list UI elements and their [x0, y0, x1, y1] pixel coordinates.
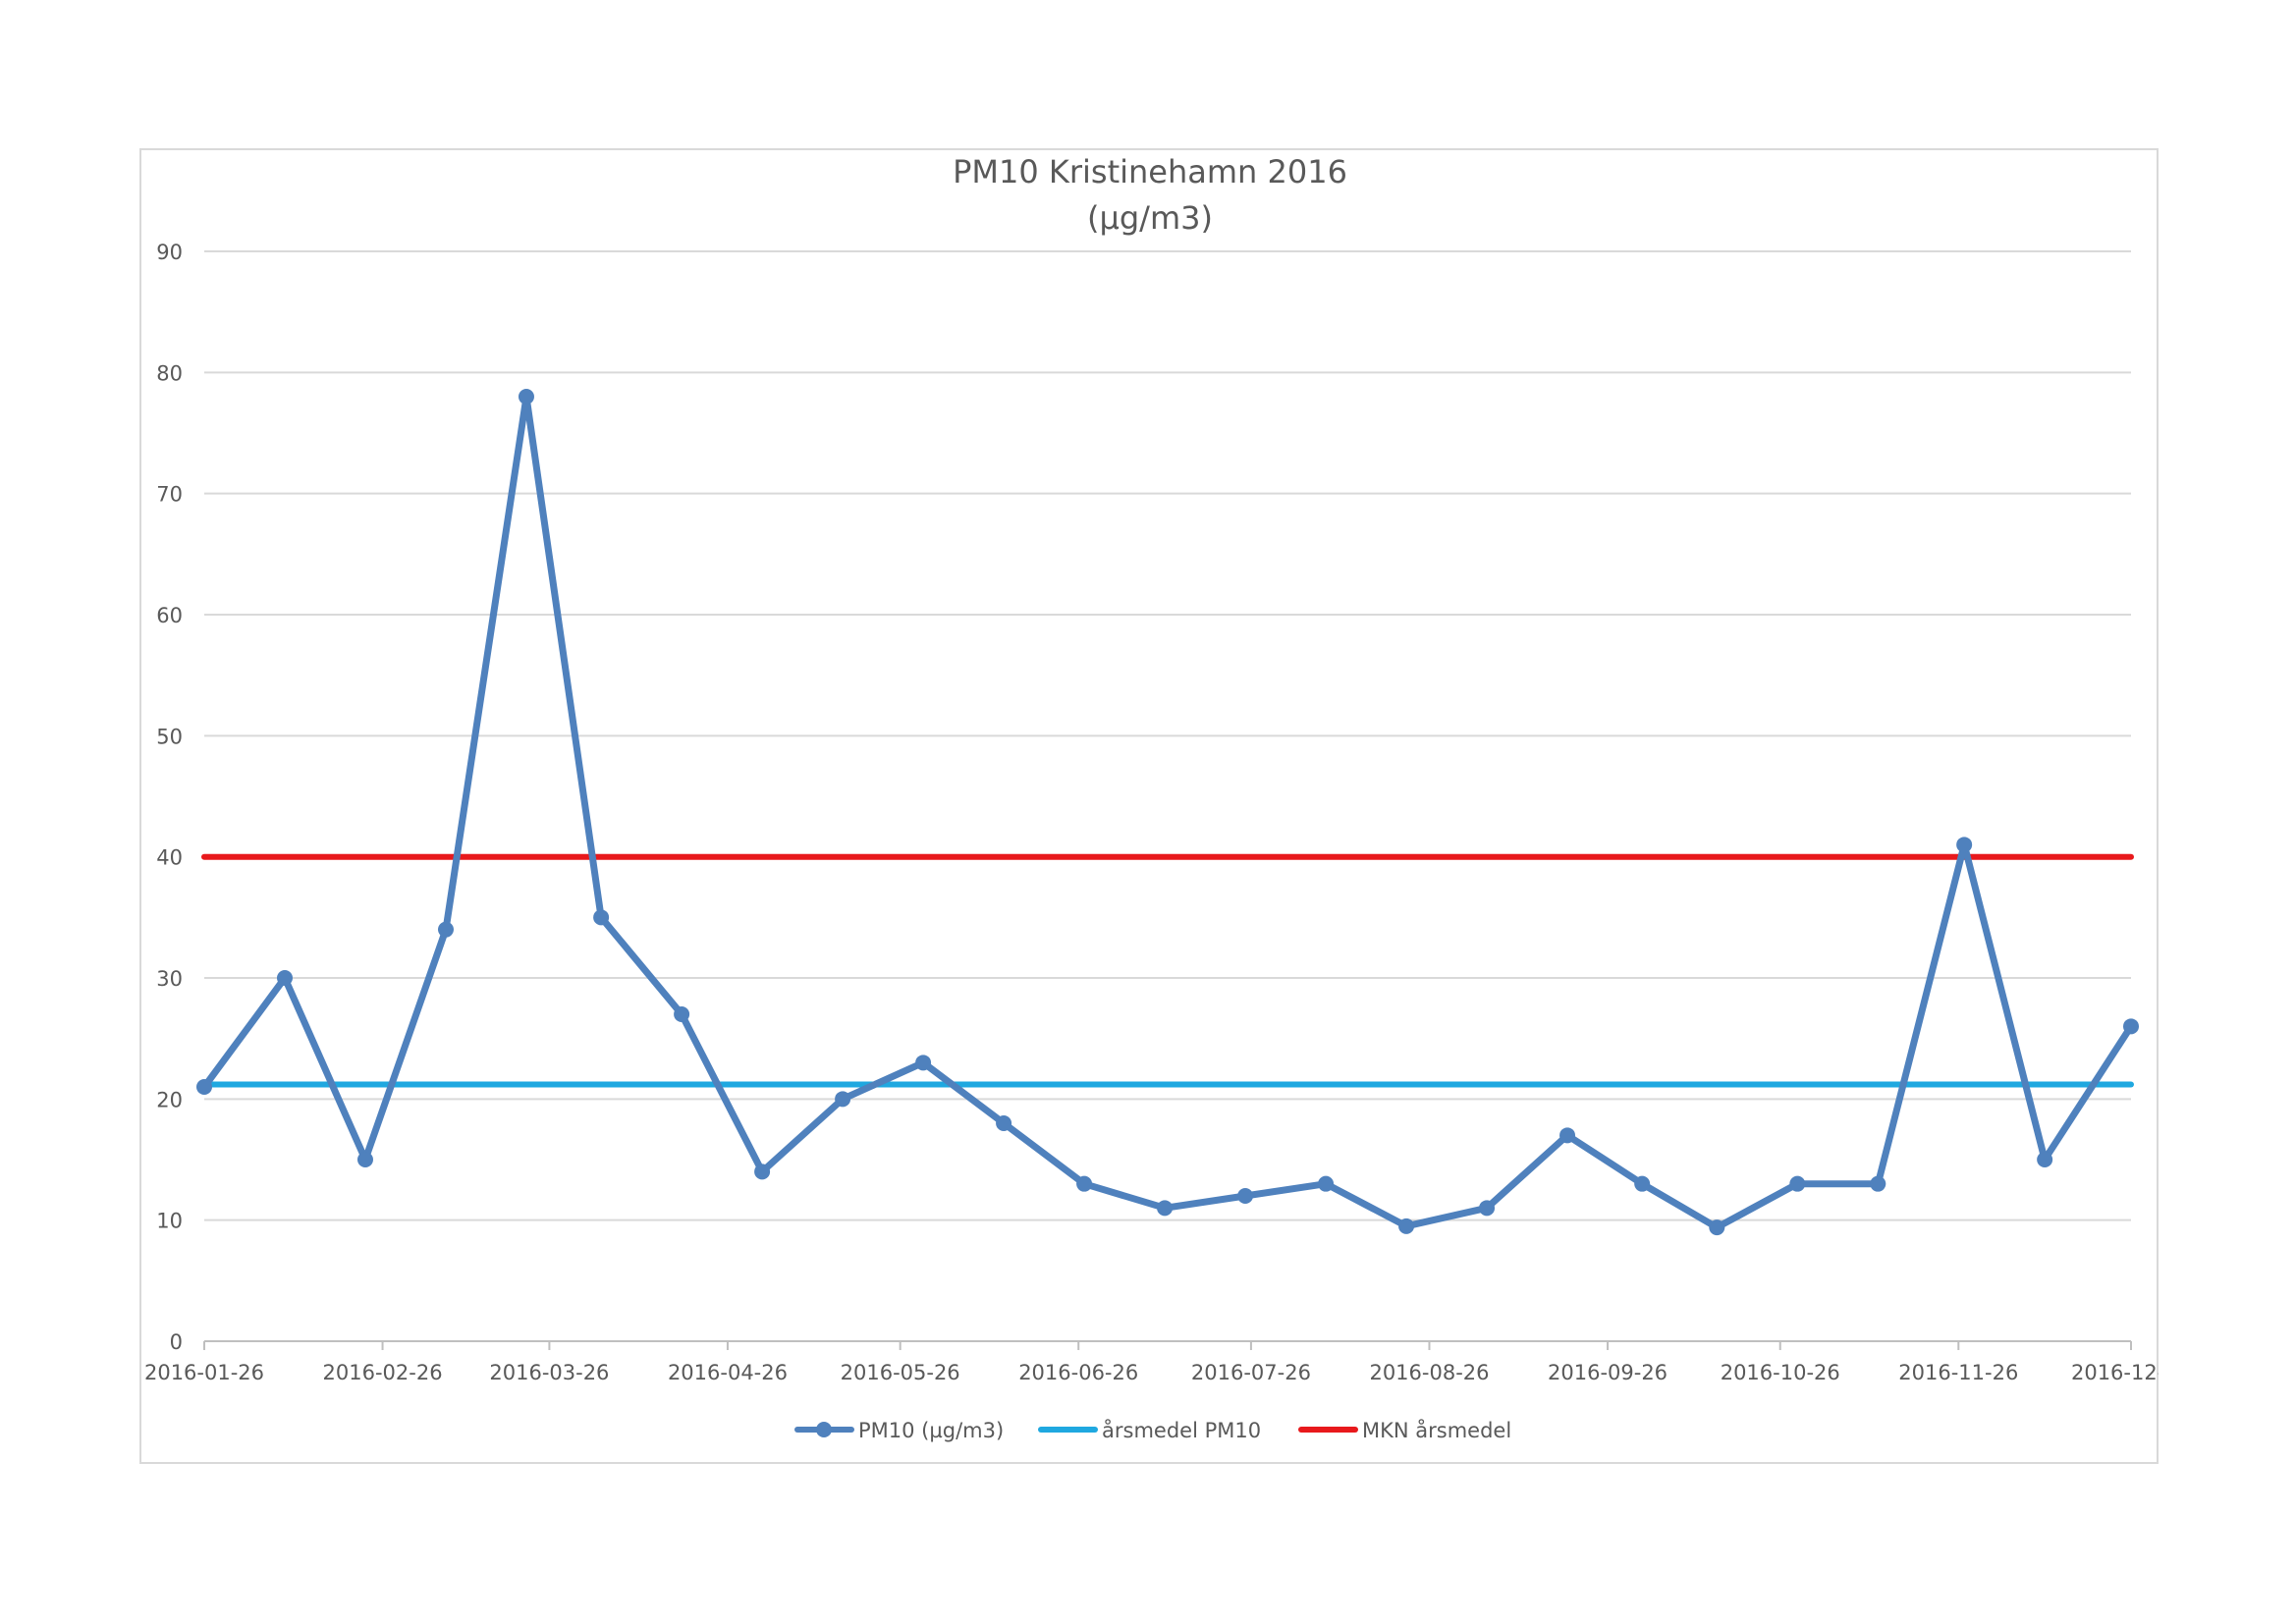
legend-label: MKN årsmedel	[1362, 1418, 1511, 1442]
data-point	[1956, 837, 1973, 853]
data-point	[2123, 1018, 2139, 1035]
y-tick-label: 0	[170, 1330, 183, 1354]
y-tick-label: 20	[156, 1088, 183, 1111]
data-point	[1398, 1218, 1415, 1234]
data-point	[593, 909, 610, 926]
x-axis: 2016-01-26 2016-02-26 2016-03-26 2016-04-26…	[144, 1340, 2191, 1384]
legend-label: årsmedel PM10	[1102, 1418, 1261, 1442]
x-tick-label: 2016-09-26	[1548, 1361, 1667, 1384]
x-tick-label: 2016-11-26	[1898, 1361, 2018, 1384]
data-point	[1559, 1127, 1576, 1144]
y-tick-label: 80	[156, 361, 183, 385]
data-point	[1870, 1175, 1886, 1192]
legend-entry: PM10 (µg/m3)	[794, 1419, 1004, 1442]
x-tick-label: 2016-07-26	[1191, 1361, 1311, 1384]
x-tick-label: 2016-03-26	[489, 1361, 609, 1384]
series-line	[200, 393, 2135, 1231]
data-point	[1157, 1200, 1174, 1217]
y-tick-label: 70	[156, 483, 183, 507]
data-point	[674, 1006, 690, 1022]
y-axis-ticks: 0 10 20 30 40 50 60 70 80 90	[156, 241, 183, 1354]
data-point	[754, 1164, 771, 1180]
gridlines	[204, 250, 2131, 1221]
y-tick-label: 10	[156, 1210, 183, 1233]
y-tick-label: 50	[156, 725, 183, 748]
legend-label: PM10 (µg/m3)	[858, 1419, 1004, 1442]
legend-entry: årsmedel PM10	[1038, 1418, 1261, 1442]
data-point	[1318, 1175, 1335, 1192]
legend-marker	[816, 1422, 832, 1437]
data-point	[1709, 1219, 1725, 1236]
legend-entry: MKN årsmedel	[1298, 1418, 1511, 1442]
series-layer	[196, 389, 2139, 1236]
y-tick-label: 30	[156, 967, 183, 991]
data-point	[1479, 1200, 1496, 1217]
y-tick-label: 40	[156, 846, 183, 870]
x-tick-label: 2016-10-26	[1721, 1361, 1840, 1384]
x-tick-label: 2016-12-26	[2071, 1361, 2191, 1384]
x-tick-label: 2016-05-26	[841, 1361, 960, 1384]
legend: PM10 (µg/m3) årsmedel PM10 MKN årsmedel	[794, 1418, 1511, 1442]
data-point	[1789, 1175, 1806, 1192]
x-tick-label: 2016-04-26	[668, 1361, 788, 1384]
x-tick-label: 2016-06-26	[1018, 1361, 1138, 1384]
data-point	[276, 970, 293, 986]
data-point	[915, 1055, 932, 1071]
chart-subtitle: (µg/m3)	[1087, 199, 1213, 237]
chart-title: PM10 Kristinehamn 2016	[953, 153, 1347, 190]
data-point	[996, 1115, 1012, 1131]
data-point	[1076, 1175, 1093, 1192]
chart-area	[139, 148, 2159, 1464]
data-point	[835, 1091, 851, 1108]
data-point	[196, 1079, 212, 1095]
y-tick-label: 90	[156, 241, 183, 264]
series-0	[196, 389, 2139, 1236]
x-tick-label: 2016-01-26	[144, 1361, 264, 1384]
x-tick-label: 2016-02-26	[323, 1361, 443, 1384]
data-point	[2037, 1152, 2053, 1167]
data-point	[1237, 1188, 1254, 1204]
x-tick-label: 2016-08-26	[1369, 1361, 1489, 1384]
data-point	[518, 389, 534, 405]
data-point	[356, 1152, 373, 1167]
data-point	[437, 921, 454, 938]
y-tick-label: 60	[156, 604, 183, 627]
data-point	[1634, 1175, 1651, 1192]
